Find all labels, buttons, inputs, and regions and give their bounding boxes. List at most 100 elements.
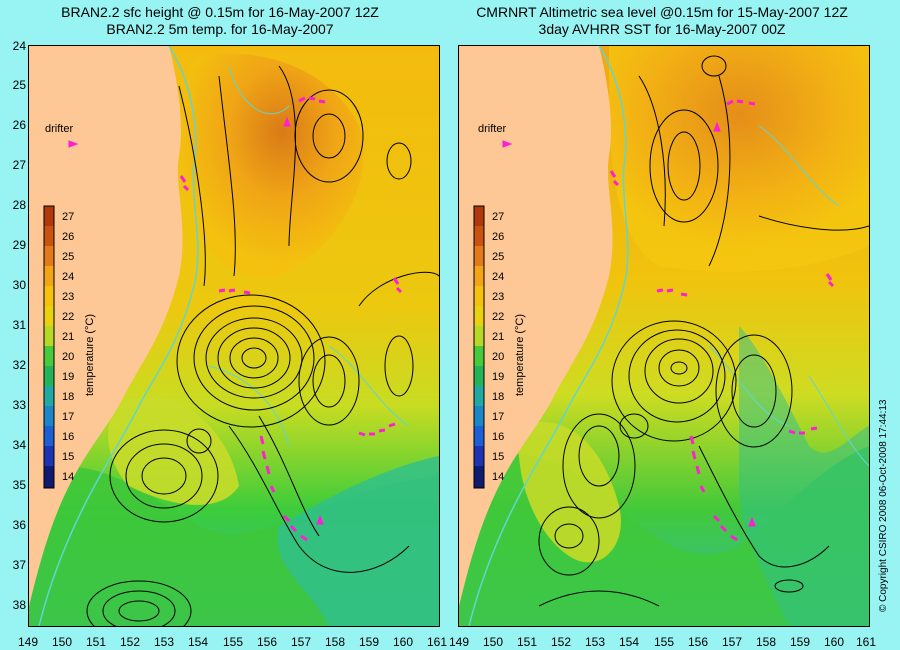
left-title-line2: BRAN2.2 5m temp. for 16-May-2007 [106,21,334,37]
bran-map-svg [29,46,439,626]
right-panel-title: CMRNRT Altimetric sea level @0.15m for 1… [462,4,862,38]
colorbar-tick: 15 [492,451,505,463]
lon-tick: 153 [584,635,606,649]
colorbar-tick: 15 [62,451,75,463]
colorbar-tick: 23 [492,291,505,303]
eddy-yellow-region [108,397,239,505]
lat-tick: 37 [12,558,26,572]
colorbar-tick: 27 [62,211,75,223]
colorbar-tick: 23 [62,291,75,303]
warm-core-region [609,46,869,272]
sea-height-contours [538,55,869,607]
lon-tick: 161 [855,635,877,649]
lon-tick: 150 [482,635,504,649]
colorbar-tick: 19 [492,371,505,383]
lon-tick: 156 [256,635,278,649]
lon-tick: 152 [119,635,141,649]
lon-tick: 149 [448,635,470,649]
lat-tick: 35 [12,478,26,492]
colorbar-tick: 22 [62,311,75,323]
right-title-line1: CMRNRT Altimetric sea level @0.15m for 1… [476,4,848,20]
lat-tick: 33 [12,398,26,412]
colorbar-tick: 22 [492,311,505,323]
colorbar-tick: 25 [62,251,75,263]
lon-tick: 158 [324,635,346,649]
lat-tick: 34 [12,438,26,452]
drifter-tracks [68,96,403,542]
warm-core-region [182,53,364,278]
australia-landmass [459,46,613,606]
lon-tick: 155 [222,635,244,649]
colorbar-tick: 14 [492,471,505,483]
colorbar-tick: 18 [62,391,75,403]
drifter-legend-arrow [68,140,79,148]
colorbar-tick: 21 [62,331,75,343]
lat-tick: 27 [12,158,26,172]
lon-tick: 157 [290,635,312,649]
colorbar-tick: 24 [62,271,75,283]
lon-tick: 161 [426,635,448,649]
colorbar-tick: 16 [62,431,75,443]
altimetry-map-svg [459,46,869,626]
lon-tick: 151 [516,635,538,649]
colorbar-tick: 27 [492,211,505,223]
lat-tick: 25 [12,78,26,92]
lat-tick: 30 [12,278,26,292]
lat-tick: 28 [12,198,26,212]
colorbar-tick: 17 [62,411,75,423]
lon-tick: 158 [755,635,777,649]
lon-tick: 159 [358,635,380,649]
lon-tick: 151 [85,635,107,649]
lon-tick: 150 [51,635,73,649]
lat-tick: 36 [12,518,26,532]
isobath-line [208,65,410,447]
colorbar-tick: 26 [62,231,75,243]
drifter-tracks [502,99,835,542]
lon-tick: 154 [618,635,640,649]
observed-altimetry-map [458,45,870,627]
left-panel-title: BRAN2.2 sfc height @ 0.15m for 16-May-20… [40,4,400,38]
lon-tick: 156 [687,635,709,649]
lat-tick: 38 [12,598,26,612]
lon-tick: 155 [653,635,675,649]
australia-landmass [29,46,183,606]
isobath-line [708,125,869,467]
left-title-line1: BRAN2.2 sfc height @ 0.15m for 16-May-20… [61,4,379,20]
isobath-line [38,46,199,626]
lon-tick: 160 [392,635,414,649]
colorbar-tick: 17 [492,411,505,423]
lat-tick: 26 [12,118,26,132]
drifter-legend-arrow [502,140,513,148]
sea-height-contours [86,65,439,626]
lon-tick: 160 [823,635,845,649]
isobath-line [468,46,629,626]
lon-tick: 157 [721,635,743,649]
cold-water-region [277,456,439,626]
lon-tick: 159 [789,635,811,649]
copyright-notice: © Copyright CSIRO 2008 06-Oct-2008 17:44… [878,399,889,613]
colorbar-tick: 19 [62,371,75,383]
lat-tick: 29 [12,238,26,252]
colorbar-tick: 16 [492,431,505,443]
colorbar-tick: 25 [492,251,505,263]
colorbar-tick: 14 [62,471,75,483]
lon-tick: 152 [550,635,572,649]
drifter-label-left: drifter [45,123,74,135]
colorbar-tick: 26 [492,231,505,243]
colorbar-tick: 20 [492,351,505,363]
temperature-colorbar [473,205,485,489]
right-title-line2: 3day AVHRR SST for 16-May-2007 00Z [538,21,786,37]
lon-tick: 153 [153,635,175,649]
lon-tick: 154 [187,635,209,649]
lat-tick: 24 [12,39,26,53]
lat-tick: 31 [12,318,26,332]
colorbar-tick: 18 [492,391,505,403]
colorbar-tick: 20 [62,351,75,363]
bran-model-map [28,45,440,627]
colorbar-title-right: temperature (°C) [514,313,526,396]
lat-tick: 32 [12,358,26,372]
colorbar-tick: 24 [492,271,505,283]
eddy-yellow-region [518,422,621,563]
lon-tick: 149 [17,635,39,649]
cold-water-region [739,326,869,626]
